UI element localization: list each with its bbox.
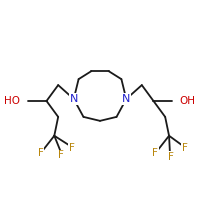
Text: F: F — [152, 148, 158, 158]
Text: N: N — [70, 94, 78, 104]
Text: F: F — [168, 152, 174, 162]
Text: F: F — [58, 150, 64, 160]
Text: HO: HO — [4, 96, 20, 106]
Text: F: F — [182, 143, 188, 153]
Text: N: N — [122, 94, 130, 104]
Text: OH: OH — [180, 96, 196, 106]
Text: F: F — [38, 148, 44, 158]
Text: F: F — [69, 143, 75, 153]
